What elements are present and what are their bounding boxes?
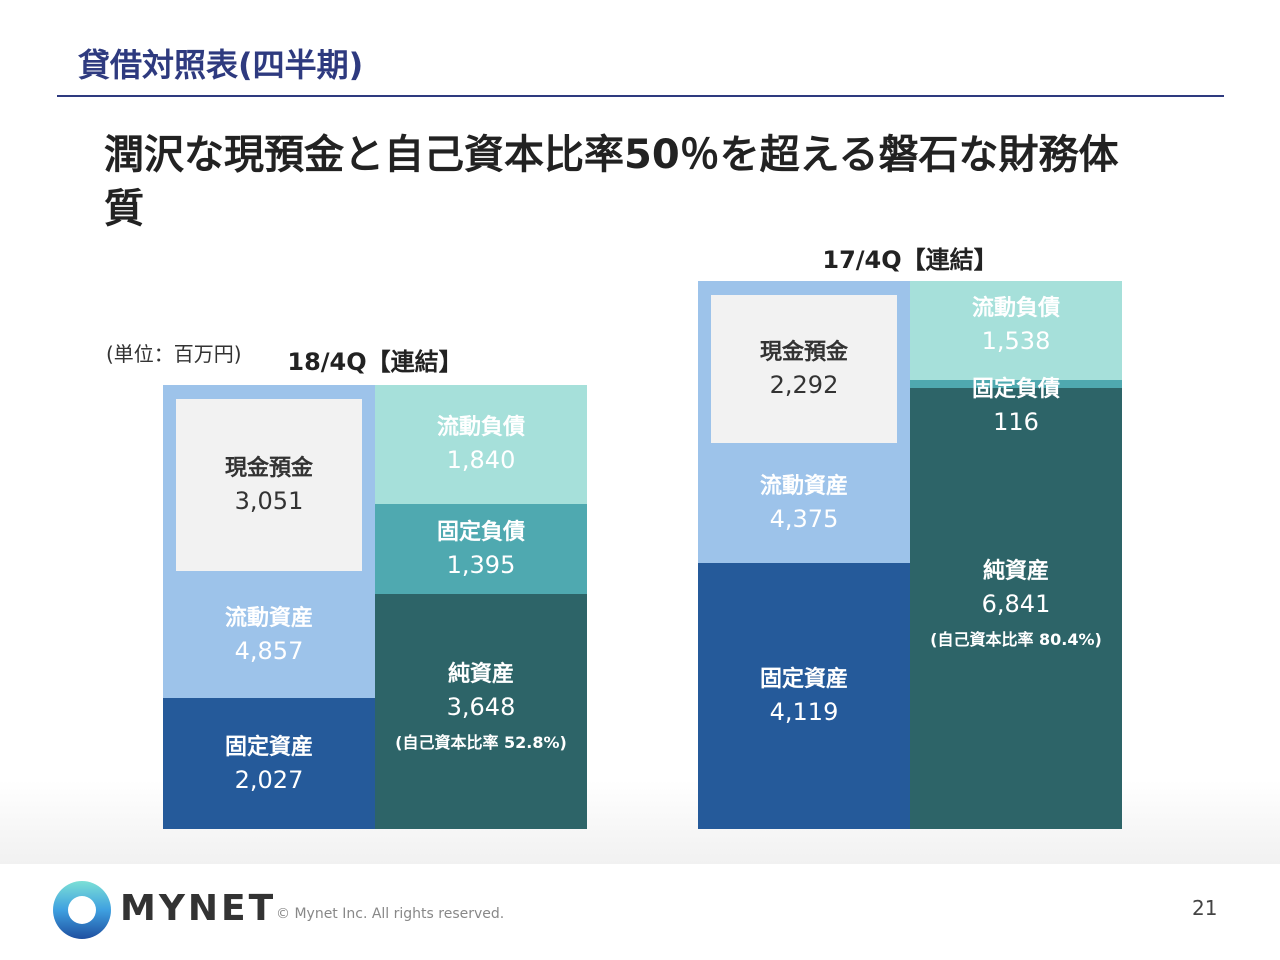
- block-label: 現金預金 2,292: [711, 337, 897, 401]
- fixed-assets-block: 固定資産 2,027: [163, 698, 375, 829]
- block-value: 4,119: [769, 698, 839, 727]
- block-label: 純資産 3,648 (自己資本比率 52.8%): [375, 659, 587, 763]
- copyright: © Mynet Inc. All rights reserved.: [276, 906, 505, 922]
- block-name: 流動負債: [971, 295, 1060, 321]
- fixed-assets-block: 固定資産 4,119: [698, 563, 910, 829]
- block-value: 2,027: [234, 765, 304, 794]
- current-assets-block: 現金預金 3,051 流動資産 4,857: [163, 384, 375, 699]
- unit-note: (単位：百万円): [106, 342, 242, 366]
- net-assets-block: 純資産 3,648 (自己資本比率 52.8%): [375, 593, 587, 829]
- block-value: 2,292: [769, 371, 839, 400]
- net-assets-block: 純資産 6,841 (自己資本比率 80.4%): [910, 387, 1122, 829]
- block-name: 固定資産: [759, 667, 848, 693]
- equity-ratio: (自己資本比率 80.4%): [930, 630, 1102, 650]
- cash-block: 現金預金 3,051: [176, 398, 362, 572]
- block-name: 固定負債: [971, 377, 1060, 403]
- block-label: 固定資産 4,119: [698, 664, 910, 728]
- block-value: 3,051: [234, 487, 304, 516]
- block-value: 116: [993, 408, 1039, 437]
- block-value: 1,395: [446, 550, 516, 579]
- cash-block: 現金預金 2,292: [711, 295, 897, 443]
- page-number: 21: [1192, 896, 1218, 920]
- block-label: 固定負債 1,395: [375, 517, 587, 581]
- equity-ratio: (自己資本比率 52.8%): [395, 733, 567, 753]
- fixed-liabilities-block: 固定負債 1,395: [375, 503, 587, 594]
- block-name: 純資産: [982, 559, 1049, 585]
- block-label: 固定負債 116: [910, 374, 1122, 438]
- block-value: 1,538: [981, 326, 1051, 355]
- section-title: 貸借対照表(四半期): [78, 46, 364, 84]
- page-headline: 潤沢な現預金と自己資本比率50％を超える磐石な財務体質: [104, 132, 1119, 232]
- mynet-logo-icon: [53, 881, 111, 939]
- title-divider: [57, 95, 1224, 97]
- block-value: 4,375: [769, 505, 839, 534]
- chart-title: 17/4Q【連結】: [822, 246, 998, 274]
- block-name: 固定負債: [436, 519, 525, 545]
- block-label: 流動資産 4,857: [163, 603, 375, 667]
- brand-name: MYNET: [120, 888, 277, 929]
- block-label: 流動負債 1,538: [910, 293, 1122, 357]
- block-value: 6,841: [981, 590, 1051, 619]
- chart-title: 18/4Q【連結】: [287, 348, 463, 376]
- footer: [0, 864, 1280, 960]
- block-value: 3,648: [446, 693, 516, 722]
- block-name: 流動資産: [224, 605, 313, 631]
- current-liabilities-block: 流動負債 1,538: [910, 281, 1122, 381]
- block-label: 流動負債 1,840: [375, 412, 587, 476]
- current-liabilities-block: 流動負債 1,840: [375, 385, 587, 504]
- block-name: 現金預金: [224, 456, 313, 482]
- block-name: 現金預金: [759, 340, 848, 366]
- block-name: 純資産: [447, 662, 514, 688]
- block-label: 現金預金 3,051: [176, 453, 362, 517]
- block-name: 流動資産: [759, 474, 848, 500]
- block-label: 固定資産 2,027: [163, 732, 375, 796]
- fixed-liabilities-block: 固定負債 116: [910, 377, 1122, 436]
- block-label: 純資産 6,841 (自己資本比率 80.4%): [910, 556, 1122, 660]
- block-name: 流動負債: [436, 415, 525, 441]
- block-value: 4,857: [234, 636, 304, 665]
- current-assets-block: 現金預金 2,292 流動資産 4,375: [698, 281, 910, 564]
- block-value: 1,840: [446, 446, 516, 475]
- block-label: 流動資産 4,375: [698, 471, 910, 535]
- block-name: 固定資産: [224, 734, 313, 760]
